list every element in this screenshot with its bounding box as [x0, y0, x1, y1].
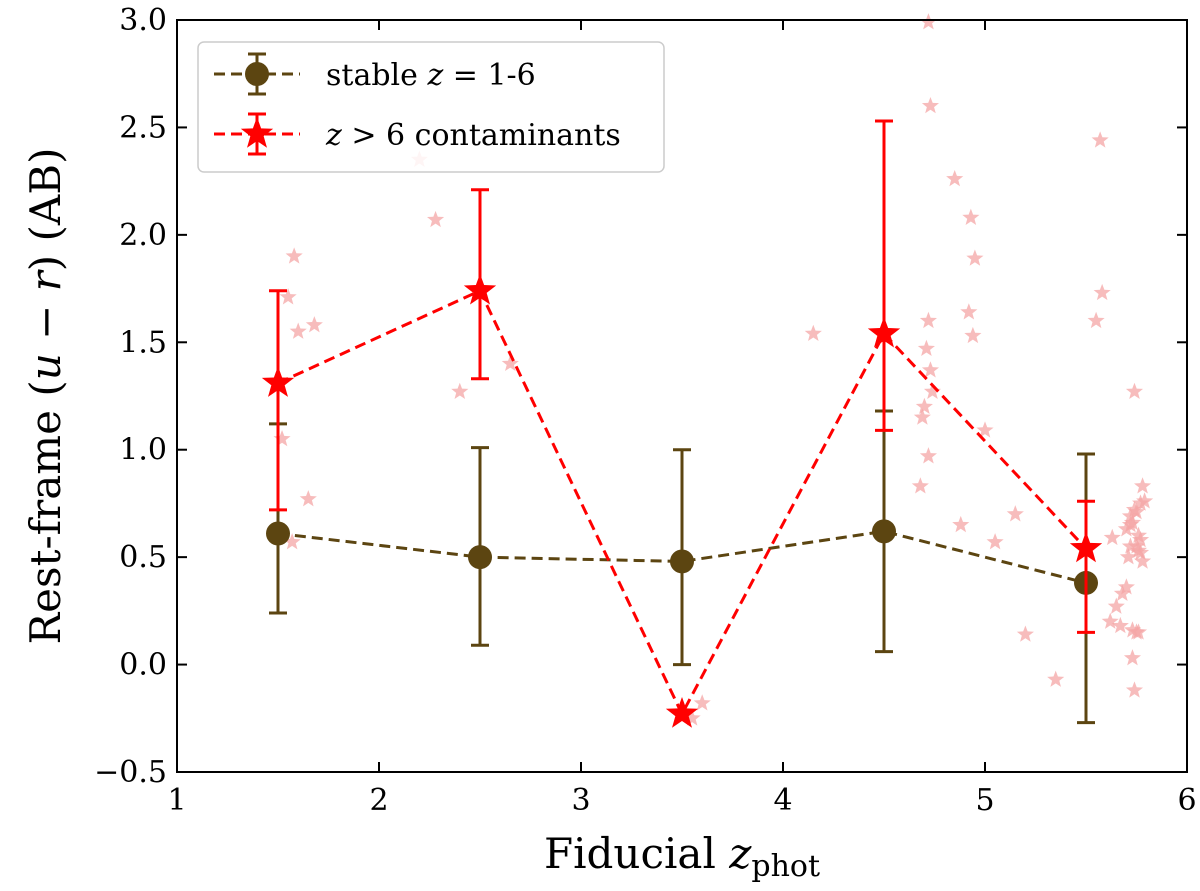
- scatter-star: [1123, 513, 1142, 531]
- x-axis-label: Fiducial zphot: [544, 829, 820, 884]
- scatter-star: [1125, 382, 1144, 399]
- y-axis-label: Rest-frame (u − r) (AB): [21, 148, 70, 645]
- scatter-star: [1127, 623, 1146, 640]
- scatter-star: [1134, 552, 1152, 569]
- scatter-star: [1125, 681, 1144, 698]
- scatter-star: [911, 477, 929, 494]
- scatter-star: [299, 490, 317, 507]
- data-point: [872, 519, 896, 544]
- scatter-star: [1136, 492, 1154, 509]
- data-point: [1069, 531, 1103, 563]
- y-tick-label: 3.0: [119, 3, 167, 38]
- ticks-layer: 1 2 3 4 5 6 −0.5 0.0 0.5 1.0 1.5 2.0 2.5 3.0: [94, 3, 1196, 818]
- series-1: [261, 119, 1103, 728]
- scatter-star: [427, 210, 445, 228]
- scatter-star: [1129, 541, 1148, 558]
- scatter-star: [962, 208, 980, 225]
- scatter-star: [285, 247, 303, 264]
- y-tick-label: 1.5: [119, 325, 167, 360]
- scatter-star: [919, 13, 937, 30]
- scatter-star: [501, 354, 519, 372]
- legend-box: [197, 41, 665, 173]
- data-point: [261, 366, 295, 397]
- scatter-star: [913, 408, 931, 425]
- scatter-star: [289, 322, 307, 339]
- x-tick-label: 6: [1177, 783, 1196, 818]
- scatter-star: [279, 288, 297, 305]
- series-layer: [261, 119, 1103, 728]
- scatter-star: [1125, 500, 1144, 518]
- legend-marker-contaminants: [214, 112, 300, 156]
- scatter-star: [919, 311, 937, 329]
- scatter-star: [976, 421, 994, 438]
- scatter-star: [1111, 616, 1129, 634]
- x-tick-label: 2: [369, 783, 388, 818]
- scatter-star: [986, 533, 1004, 550]
- scatter-star: [1131, 530, 1150, 548]
- scatter-layer: [273, 13, 1154, 726]
- scatter-star: [1091, 131, 1109, 148]
- data-point: [670, 549, 694, 574]
- data-point: [665, 696, 699, 728]
- scatter-star: [952, 515, 970, 533]
- scatter-star: [1087, 311, 1105, 329]
- series-0: [266, 409, 1098, 725]
- scatter-star: [804, 324, 822, 341]
- y-tick-label: 1.0: [119, 433, 167, 468]
- scatter-star: [946, 169, 964, 187]
- scatter-star: [921, 96, 940, 114]
- scatter-star: [305, 316, 323, 333]
- data-point: [266, 521, 290, 546]
- y-tick-label: 0.5: [119, 540, 167, 575]
- y-tick-label: 0.0: [119, 648, 167, 683]
- legend-point: [240, 117, 274, 148]
- scatter-star: [966, 249, 984, 266]
- y-tick-label: 2.0: [119, 218, 167, 253]
- scatter-star: [273, 429, 291, 447]
- scatter-star: [1119, 548, 1137, 565]
- scatter-star: [283, 533, 301, 550]
- scatter-star: [451, 382, 469, 399]
- scatter-star: [1117, 578, 1135, 595]
- scatter-star: [1123, 621, 1142, 638]
- legend-marker-stable: [214, 52, 300, 96]
- legend: stable z = 1-6 z > 6 contaminants: [197, 41, 665, 173]
- scatter-star: [1016, 625, 1034, 642]
- scatter-star: [1047, 670, 1065, 687]
- scatter-star: [921, 361, 940, 378]
- scatter-star: [919, 447, 937, 464]
- x-tick-label: 4: [773, 783, 792, 818]
- scatter-star: [1123, 649, 1142, 666]
- scatter-star: [923, 382, 942, 399]
- scatter-star: [693, 694, 711, 711]
- data-point: [468, 545, 492, 570]
- scatter-star: [915, 397, 933, 415]
- plot-frame: [176, 19, 1188, 773]
- y-tick-label: 2.5: [119, 110, 167, 145]
- scatter-star: [1093, 283, 1111, 301]
- y-tick-label: −0.5: [94, 755, 167, 790]
- scatter-star: [683, 709, 701, 726]
- scatter-star: [960, 303, 978, 320]
- legend-label-contaminants: z > 6 contaminants: [325, 118, 621, 153]
- scatter-star: [1006, 505, 1024, 522]
- x-tick-label: 5: [975, 783, 994, 818]
- x-tick-label: 3: [571, 783, 590, 818]
- x-tick-label: 1: [167, 783, 186, 818]
- scatter-star: [1134, 477, 1152, 494]
- scatter-star: [1129, 526, 1148, 543]
- scatter-star: [1131, 494, 1150, 511]
- legend-point: [245, 62, 269, 86]
- scatter-star: [1103, 528, 1121, 546]
- scatter-star: [1101, 612, 1119, 629]
- legend-label-stable: stable z = 1-6: [326, 58, 536, 93]
- scatter-star: [1107, 597, 1125, 614]
- data-point: [463, 273, 497, 305]
- scatter-star: [964, 326, 982, 344]
- data-point: [867, 316, 901, 348]
- scatter-star: [917, 339, 935, 357]
